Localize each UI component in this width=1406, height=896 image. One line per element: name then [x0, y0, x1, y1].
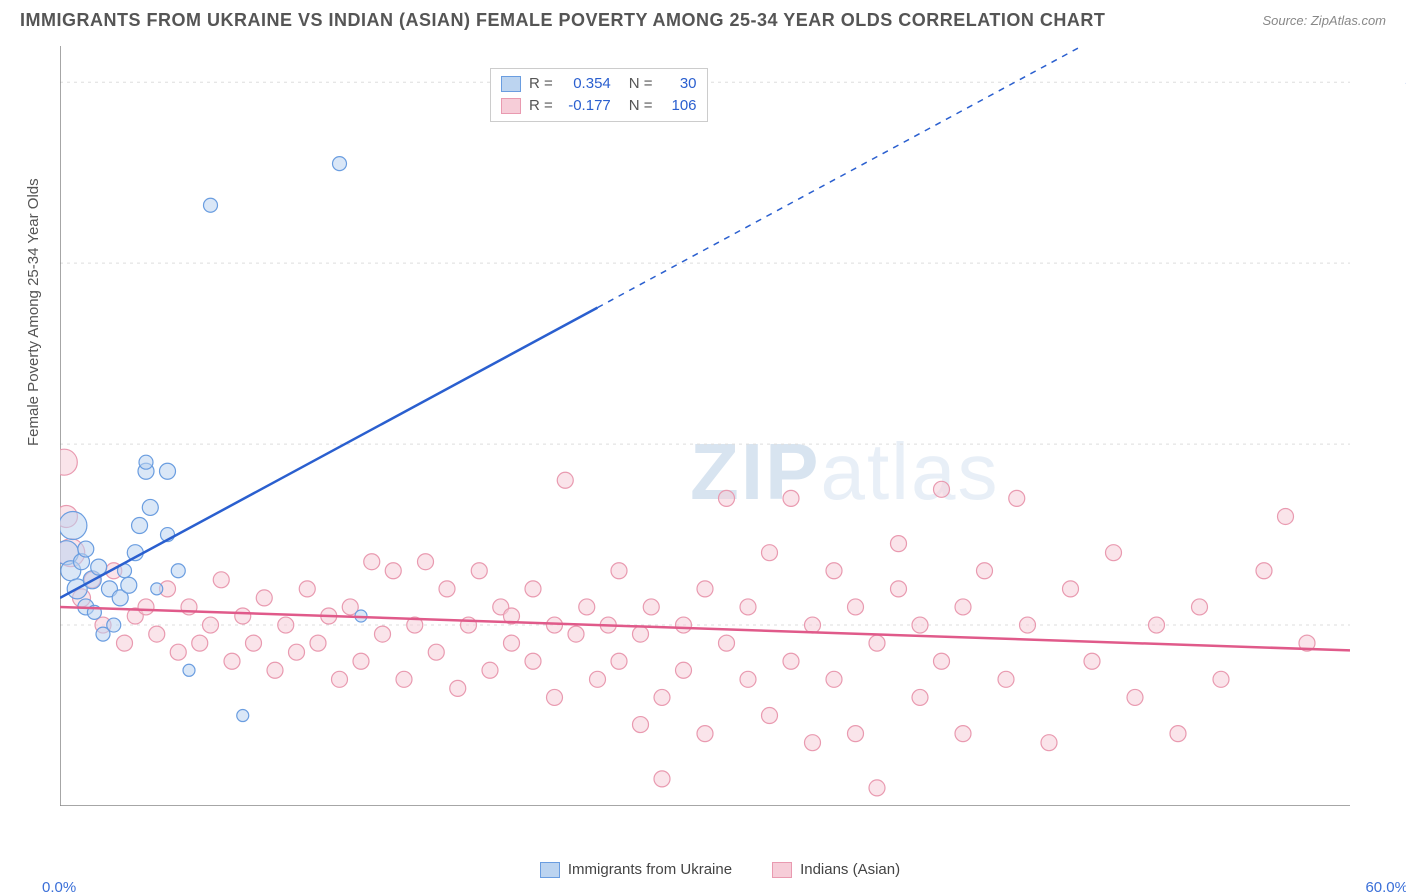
n-value: 106	[661, 95, 697, 117]
legend-swatch	[501, 98, 521, 114]
x-max-label: 60.0%	[1365, 879, 1406, 896]
n-label: N =	[629, 95, 653, 117]
correlation-legend: R = 0.354 N = 30 R = -0.177 N = 106	[490, 68, 708, 122]
legend-series-name: Immigrants from Ukraine	[568, 861, 732, 878]
series-legend: Immigrants from Ukraine Indians (Asian)	[50, 861, 1390, 878]
n-value: 30	[661, 73, 697, 95]
legend-series-item: Immigrants from Ukraine	[540, 861, 732, 878]
x-min-label: 0.0%	[42, 879, 76, 896]
legend-series-item: Indians (Asian)	[772, 861, 900, 878]
legend-swatch	[501, 76, 521, 92]
legend-swatch	[772, 862, 792, 878]
chart-container: Female Poverty Among 25-34 Year Olds ZIP…	[50, 46, 1390, 836]
chart-title: IMMIGRANTS FROM UKRAINE VS INDIAN (ASIAN…	[20, 10, 1105, 31]
legend-series-name: Indians (Asian)	[800, 861, 900, 878]
r-value: 0.354	[561, 73, 611, 95]
n-label: N =	[629, 73, 653, 95]
legend-stat-row: R = 0.354 N = 30	[501, 73, 697, 95]
source-label: Source: ZipAtlas.com	[1262, 13, 1386, 28]
legend-swatch	[540, 862, 560, 878]
legend-stat-row: R = -0.177 N = 106	[501, 95, 697, 117]
y-axis-label: Female Poverty Among 25-34 Year Olds	[25, 178, 42, 446]
r-value: -0.177	[561, 95, 611, 117]
r-label: R =	[529, 73, 553, 95]
scatter-plot	[60, 46, 1350, 806]
r-label: R =	[529, 95, 553, 117]
